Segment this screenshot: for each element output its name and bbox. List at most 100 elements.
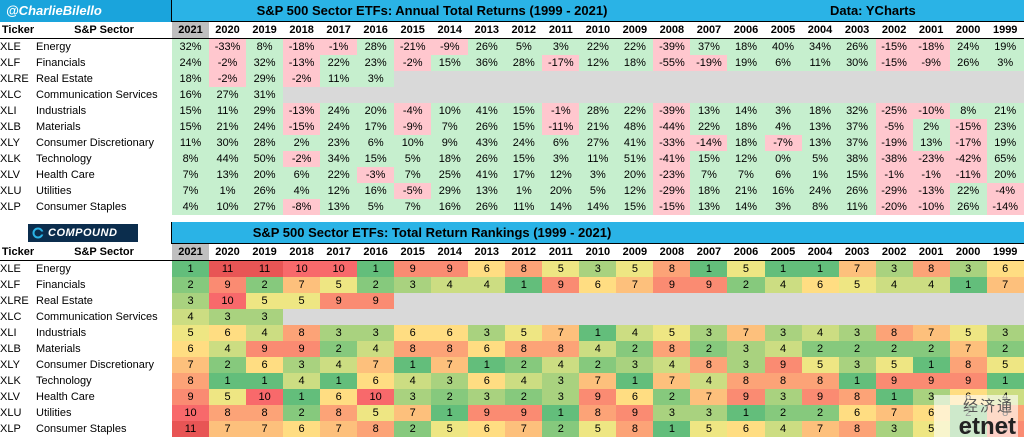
value-cell: 8 [505, 341, 543, 357]
value-cell [801, 71, 839, 87]
value-cell: 1 [727, 405, 765, 421]
value-cell: 6 [838, 405, 876, 421]
value-cell: 32% [246, 55, 284, 71]
value-cell: 6 [727, 421, 765, 437]
value-cell: 6% [357, 135, 395, 151]
value-cell: 9 [468, 405, 506, 421]
sector-cell: Health Care [36, 391, 95, 403]
value-cell: 6% [283, 167, 321, 183]
value-cell: 1 [320, 373, 358, 389]
value-cell: 41% [468, 167, 506, 183]
year-header-2006: 2006 [727, 244, 765, 261]
annual-returns-title-bar: @CharlieBilello S&P 500 Sector ETFs: Ann… [0, 0, 1024, 22]
value-cell: 8 [431, 341, 469, 357]
sector-cell: Utilities [36, 185, 72, 197]
value-cell [653, 309, 691, 325]
value-cell: 19% [986, 38, 1024, 55]
value-cell [320, 309, 358, 325]
value-cell: 7 [542, 325, 580, 341]
value-cell: -19% [690, 55, 728, 71]
value-cell: 4 [690, 373, 728, 389]
table-row: XLV Health Care 7% 13% 20% 6% 22% -3% 7% 25% 41% 17… [0, 167, 1024, 183]
value-cell: 3% [542, 38, 580, 55]
value-cell: 26% [468, 38, 506, 55]
table-row: XLUUtilities108828571991893312267628 [0, 405, 1024, 421]
value-cell: -2% [394, 55, 432, 71]
value-cell: 3 [172, 293, 210, 309]
year-header-2001: 2001 [912, 244, 950, 261]
value-cell [653, 293, 691, 309]
year-header-1999: 1999 [986, 22, 1024, 39]
value-cell [727, 309, 765, 325]
value-cell: 12% [616, 183, 654, 199]
value-cell: 11% [801, 55, 839, 71]
value-cell: 9 [246, 341, 284, 357]
value-cell: 5 [690, 421, 728, 437]
value-cell: 11 [209, 260, 247, 277]
value-cell: -5% [875, 119, 913, 135]
value-cell: 6 [283, 421, 321, 437]
year-header-2002: 2002 [875, 22, 913, 39]
value-cell: 18% [690, 183, 728, 199]
value-cell: -10% [912, 103, 950, 119]
value-cell: 7% [431, 119, 469, 135]
value-cell: -23% [912, 151, 950, 167]
value-cell: 14% [579, 199, 617, 215]
value-cell: 7 [949, 341, 987, 357]
value-cell: 9 [283, 341, 321, 357]
value-cell: 2 [801, 405, 839, 421]
year-header-2013: 2013 [468, 22, 506, 39]
value-cell: 50% [246, 151, 284, 167]
ticker-header: Ticker [0, 22, 36, 39]
value-cell: 3 [283, 357, 321, 373]
value-cell: 8 [246, 405, 284, 421]
value-cell: 15% [505, 103, 543, 119]
value-cell: 5 [838, 277, 876, 293]
watermark-chinese-text: 经济通 [962, 397, 1014, 415]
value-cell [653, 71, 691, 87]
year-header-2008: 2008 [653, 22, 691, 39]
table-row: XLK Technology 8 1 1 4 1 6 4 3 6 4 3 7 1 7 4 8 8 8 1 9 9 9 1 [0, 373, 1024, 389]
value-cell: 24% [320, 119, 358, 135]
year-header-2013: 2013 [468, 244, 506, 261]
value-cell: 2 [246, 277, 284, 293]
value-cell: 2 [838, 341, 876, 357]
value-cell: 1 [616, 373, 654, 389]
value-cell [986, 87, 1024, 103]
value-cell: 26% [468, 119, 506, 135]
sector-cell: Utilities [36, 407, 72, 419]
ticker-cell: XLE [0, 263, 21, 275]
table-row: XLC Communication Services 16% 27% 31% [0, 87, 1024, 103]
value-cell: 41% [616, 135, 654, 151]
value-cell: 13% [690, 103, 728, 119]
value-cell: -41% [653, 151, 691, 167]
year-header-2018: 2018 [283, 244, 321, 261]
value-cell: 20% [616, 167, 654, 183]
value-cell: -3% [357, 167, 395, 183]
value-cell: -4% [394, 103, 432, 119]
value-cell: 1 [838, 373, 876, 389]
value-cell [579, 293, 617, 309]
value-cell: 8% [949, 103, 987, 119]
value-cell: 37% [690, 38, 728, 55]
year-header-2018: 2018 [283, 22, 321, 39]
value-cell: 25% [431, 167, 469, 183]
value-cell: -39% [653, 38, 691, 55]
value-cell [542, 87, 580, 103]
sector-cell: Financials [36, 279, 86, 291]
value-cell: 16% [357, 183, 395, 199]
value-cell: 3 [542, 373, 580, 389]
value-cell [394, 87, 432, 103]
table-row: XLE Energy 1 11 11 10 10 1 9 9 6 8 5 3 5 8 1 5 1 1 7 3 8 3 6 [0, 260, 1024, 277]
value-cell: -14% [690, 135, 728, 151]
value-cell: 6 [468, 260, 506, 277]
sector-header: S&P Sector [36, 244, 172, 261]
value-cell [616, 87, 654, 103]
value-cell: 26% [949, 199, 987, 215]
value-cell: 28% [505, 55, 543, 71]
ticker-cell: XLF [0, 279, 21, 291]
value-cell [986, 293, 1024, 309]
value-cell: 41% [468, 103, 506, 119]
value-cell: 7 [653, 373, 691, 389]
value-cell: 4 [431, 277, 469, 293]
